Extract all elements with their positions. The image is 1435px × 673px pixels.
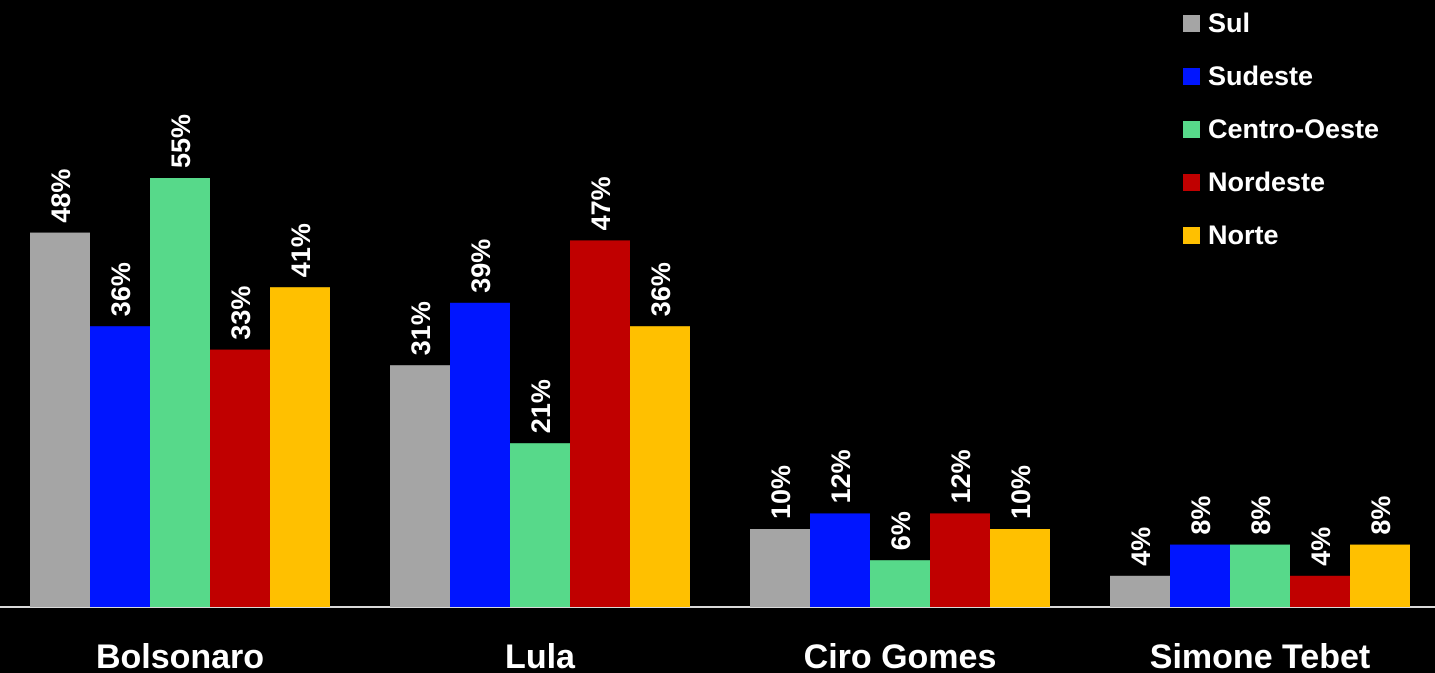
bar-bolsonaro-centro-oeste [150, 178, 210, 607]
bar-simone-tebet-nordeste [1290, 575, 1350, 607]
data-label-lula-centro-oeste: 21% [526, 379, 556, 433]
data-label-bolsonaro-sul: 48% [46, 169, 76, 223]
data-label-lula-norte: 36% [646, 262, 676, 316]
bar-lula-centro-oeste [510, 443, 570, 607]
legend-item-nordeste: Nordeste [1183, 166, 1379, 197]
legend-item-norte: Norte [1183, 219, 1379, 250]
data-label-simone-tebet-centro-oeste: 8% [1246, 496, 1276, 535]
data-label-bolsonaro-sudeste: 36% [106, 262, 136, 316]
legend-item-centro-oeste: Centro-Oeste [1183, 113, 1380, 144]
data-label-bolsonaro-centro-oeste: 55% [166, 114, 196, 168]
data-label-bolsonaro-norte: 41% [286, 223, 316, 277]
bar-ciro-gomes-nordeste [930, 513, 990, 607]
legend-item-sudeste: Sudeste [1183, 60, 1379, 91]
bar-simone-tebet-sul [1110, 575, 1170, 607]
data-label-simone-tebet-nordeste: 4% [1306, 527, 1336, 566]
bar-ciro-gomes-norte [990, 529, 1050, 607]
legend-label: Centro-Oeste [1208, 113, 1380, 144]
data-label-lula-nordeste: 47% [586, 176, 616, 230]
legend-label: Sul [1208, 7, 1251, 38]
bar-bolsonaro-sudeste [90, 326, 150, 607]
data-label-ciro-gomes-nordeste: 12% [946, 449, 976, 503]
bar-bolsonaro-nordeste [210, 349, 270, 607]
legend-swatch [1183, 67, 1200, 85]
data-label-ciro-gomes-sudeste: 12% [826, 449, 856, 503]
category-label-lula: Lula [505, 638, 576, 673]
bar-ciro-gomes-sul [750, 529, 810, 607]
data-label-simone-tebet-norte: 8% [1366, 496, 1396, 535]
category-label-ciro-gomes: Ciro Gomes [804, 638, 997, 673]
data-label-ciro-gomes-norte: 10% [1006, 465, 1036, 519]
bar-bolsonaro-norte [270, 287, 330, 607]
legend-label: Nordeste [1208, 166, 1326, 197]
legend-label: Sudeste [1208, 60, 1314, 91]
data-label-ciro-gomes-centro-oeste: 6% [886, 511, 916, 550]
category-label-simone-tebet: Simone Tebet [1150, 638, 1370, 673]
data-label-ciro-gomes-sul: 10% [766, 465, 796, 519]
legend-swatch [1183, 226, 1200, 244]
bars-group [30, 178, 1410, 607]
legend-item-sul: Sul [1183, 7, 1379, 38]
data-label-bolsonaro-nordeste: 33% [226, 286, 256, 340]
bar-ciro-gomes-sudeste [810, 513, 870, 607]
data-label-lula-sul: 31% [406, 301, 436, 355]
legend: Sul Sudeste Centro-Oeste Nordeste Norte [1183, 7, 1380, 275]
bar-bolsonaro-sul [30, 232, 90, 607]
legend-swatch [1183, 120, 1200, 138]
bar-lula-norte [630, 326, 690, 607]
bar-simone-tebet-centro-oeste [1230, 544, 1290, 607]
legend-swatch [1183, 173, 1200, 191]
data-label-simone-tebet-sudeste: 8% [1186, 496, 1216, 535]
bar-simone-tebet-norte [1350, 544, 1410, 607]
bar-simone-tebet-sudeste [1170, 544, 1230, 607]
bar-lula-sudeste [450, 302, 510, 607]
legend-swatch [1183, 14, 1200, 32]
bar-lula-nordeste [570, 240, 630, 607]
bar-lula-sul [390, 365, 450, 607]
category-label-bolsonaro: Bolsonaro [96, 638, 264, 673]
data-label-simone-tebet-sul: 4% [1126, 527, 1156, 566]
data-labels-group: 48% 36% 55% 33% 41% 31% 39% 21% 47% 36% 10% 12% 6% 12… [46, 114, 1396, 566]
category-labels-group: Bolsonaro Lula Ciro Gomes Simone Tebet [96, 638, 1370, 673]
data-label-lula-sudeste: 39% [466, 239, 496, 293]
legend-label: Norte [1208, 219, 1279, 250]
bar-ciro-gomes-centro-oeste [870, 560, 930, 607]
